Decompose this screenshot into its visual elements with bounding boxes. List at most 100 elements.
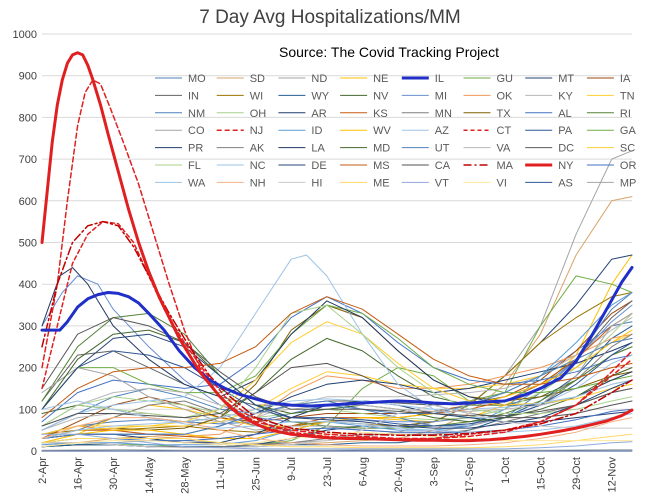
legend-label-wy: WY: [311, 90, 329, 102]
x-tick-label: 25-Jun: [251, 457, 263, 491]
legend-label-az: AZ: [435, 125, 449, 137]
legend-label-al: AL: [558, 108, 571, 120]
legend-label-gu: GU: [497, 73, 514, 85]
series-line-mp: [41, 449, 633, 451]
legend-label-vt: VT: [435, 177, 449, 189]
series-line-ia: [41, 300, 633, 439]
series-line-la: [41, 267, 633, 406]
x-tick-label: 14-May: [144, 457, 156, 494]
legend-label-nm: NM: [188, 108, 205, 120]
legend-label-ca: CA: [435, 160, 451, 172]
legend-label-pr: PR: [188, 143, 203, 155]
legend-label-fl: FL: [188, 160, 201, 172]
series-line-nh: [41, 417, 633, 447]
legend-label-ma: MA: [497, 160, 514, 172]
series-line-id: [41, 292, 633, 446]
legend-label-ia: IA: [620, 73, 631, 85]
legend-label-ak: AK: [250, 143, 265, 155]
legend-label-mn: MN: [435, 108, 452, 120]
legend-label-ms: MS: [373, 160, 390, 172]
series-line-me: [41, 433, 633, 449]
legend-label-ut: UT: [435, 143, 450, 155]
legend-label-la: LA: [311, 143, 325, 155]
legend-label-ok: OK: [497, 90, 514, 102]
legend-label-me: ME: [373, 177, 390, 189]
legend-label-nd: ND: [311, 73, 327, 85]
series-line-wv: [41, 329, 633, 444]
legend-label-tx: TX: [497, 108, 512, 120]
legend-label-sd: SD: [250, 73, 265, 85]
legend: MO SD ND NE IL GU MT IA IN WI WY NV MI OK KY TN NM OH AR KS…: [155, 73, 636, 189]
x-tick-label: 12-Nov: [607, 457, 619, 493]
series-line-vt: [41, 433, 633, 450]
gridlines: [42, 33, 632, 410]
y-tick-label: 700: [19, 154, 37, 166]
x-tick-label: 3-Sep: [429, 457, 441, 486]
x-tick-label: 17-Sep: [464, 457, 476, 492]
legend-label-mi: MI: [435, 90, 447, 102]
y-tick-label: 100: [19, 404, 37, 416]
legend-label-ky: KY: [558, 90, 573, 102]
legend-label-il: IL: [435, 73, 444, 85]
legend-label-nh: NH: [250, 177, 266, 189]
y-tick-label: 200: [19, 363, 37, 375]
legend-label-de: DE: [311, 160, 326, 172]
legend-label-oh: OH: [250, 108, 267, 120]
series-line-fl: [41, 304, 633, 427]
series-line-ky: [41, 317, 633, 431]
chart-title: 7 Day Avg Hospitalizations/MM: [199, 7, 461, 28]
legend-label-wa: WA: [188, 177, 206, 189]
series-line-dc: [41, 317, 633, 417]
series-lines: [40, 51, 634, 452]
legend-label-vi: VI: [497, 177, 507, 189]
series-line-ms: [41, 296, 633, 419]
legend-label-nj: NJ: [250, 125, 263, 137]
series-line-de: [41, 333, 633, 429]
series-line-il: [40, 266, 634, 408]
series-line-ca: [41, 362, 633, 427]
x-tick-label: 30-Apr: [108, 457, 120, 490]
legend-label-tn: TN: [620, 90, 635, 102]
legend-label-ny: NY: [558, 160, 574, 172]
source-annotation: Source: The Covid Tracking Project: [279, 44, 499, 60]
y-tick-label: 1000: [13, 29, 37, 41]
x-tick-label: 1-Oct: [500, 457, 512, 484]
legend-label-as: AS: [558, 177, 573, 189]
legend-label-nc: NC: [250, 160, 266, 172]
series-line-ks: [41, 312, 633, 439]
series-line-sd: [41, 196, 633, 448]
legend-label-ks: KS: [373, 108, 388, 120]
legend-label-co: CO: [188, 125, 205, 137]
legend-label-sc: SC: [620, 143, 635, 155]
series-line-ri: [41, 312, 633, 429]
legend-label-pa: PA: [558, 125, 573, 137]
legend-label-mp: MP: [620, 177, 637, 189]
series-line-nc: [41, 379, 633, 439]
x-tick-label: 16-Apr: [73, 457, 85, 490]
legend-label-md: MD: [373, 143, 390, 155]
series-line-oh: [41, 312, 633, 427]
legend-label-wi: WI: [250, 90, 263, 102]
legend-label-wv: WV: [373, 125, 391, 137]
legend-label-hi: HI: [311, 177, 322, 189]
x-tick-label: 6-Aug: [357, 457, 369, 486]
x-tick-label: 2-Apr: [37, 457, 49, 484]
legend-label-ar: AR: [311, 108, 326, 120]
x-tick-label: 9-Jul: [286, 457, 298, 481]
legend-label-nv: NV: [373, 90, 389, 102]
series-line-ut: [41, 337, 633, 439]
legend-label-or: OR: [620, 160, 637, 172]
series-line-co: [41, 312, 633, 433]
x-tick-label: 11-Jun: [215, 457, 227, 490]
x-tick-label: 15-Oct: [535, 457, 547, 490]
legend-label-mt: MT: [558, 73, 574, 85]
legend-label-dc: DC: [558, 143, 574, 155]
y-tick-label: 400: [19, 279, 37, 291]
legend-label-ne: NE: [373, 73, 388, 85]
y-tick-label: 900: [19, 71, 37, 83]
legend-label-id: ID: [311, 125, 322, 137]
series-line-ny: [40, 51, 634, 443]
legend-label-ga: GA: [620, 125, 637, 137]
